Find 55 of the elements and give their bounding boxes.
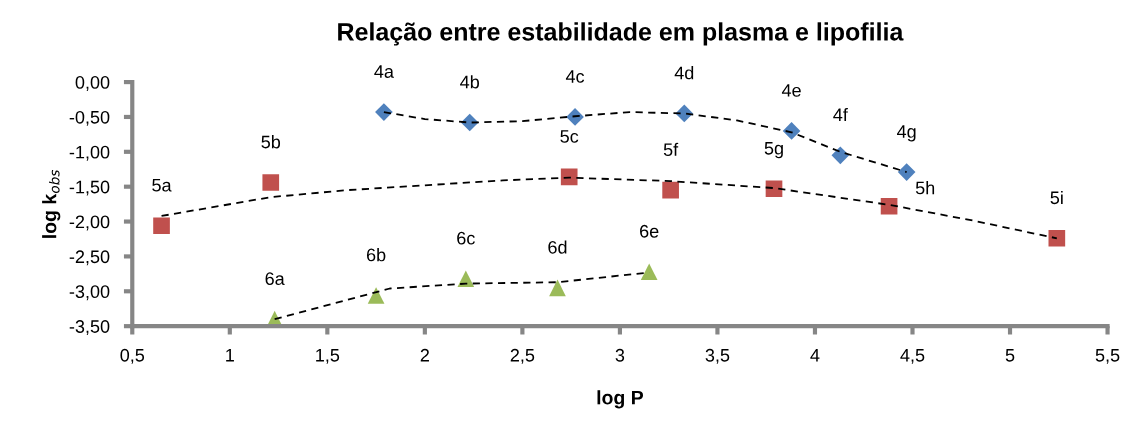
annotation: 6d xyxy=(548,240,567,254)
point xyxy=(831,146,850,165)
point xyxy=(765,180,783,198)
annotation: 6b xyxy=(366,248,386,262)
annotation: 5c xyxy=(560,130,579,143)
point xyxy=(375,103,393,121)
annotation: 4f xyxy=(833,107,848,121)
annotation: 5h xyxy=(915,181,935,195)
x-tick-label: 1 xyxy=(226,349,234,362)
y-tick-label: -3,00 xyxy=(69,285,110,301)
annotation: 5f xyxy=(663,142,679,157)
y-tick-label: -1,00 xyxy=(69,145,110,161)
point xyxy=(549,279,566,297)
annotation: 5b xyxy=(261,135,281,149)
point xyxy=(897,163,916,181)
x-tick-label: 3 xyxy=(615,348,625,362)
annotation: 4e xyxy=(781,84,801,97)
chart-title: Relação entre estabilidade em plasma e lipofilia xyxy=(338,22,904,46)
x-tick-label: 4 xyxy=(810,349,820,362)
x-axis-title: log P xyxy=(597,390,644,409)
point xyxy=(367,287,385,304)
y-tick-label: -2,50 xyxy=(69,250,110,266)
annotation: 5a xyxy=(152,179,172,192)
y-axis-title: log k$_{obs}$ xyxy=(42,169,61,238)
y-tick-label: 0,00 xyxy=(75,76,110,91)
point xyxy=(153,217,170,235)
x-tick-label: 0,5 xyxy=(120,348,145,364)
point xyxy=(782,122,801,140)
x-tick-label: 4,5 xyxy=(900,349,925,364)
y-tick-label: -3,50 xyxy=(69,320,110,336)
annotation: 5g xyxy=(764,142,783,159)
point xyxy=(662,181,679,199)
annotation: 6c xyxy=(457,231,475,245)
annotation: 6a xyxy=(265,272,285,286)
x-tick-label: 2,5 xyxy=(510,348,535,364)
point xyxy=(640,263,658,281)
annotation: 5i xyxy=(1050,190,1063,205)
x-tick-label: 2 xyxy=(420,348,429,362)
annotation: 6e xyxy=(640,224,659,238)
annotation: 4c xyxy=(565,70,585,83)
x-tick-label: 1,5 xyxy=(316,349,340,364)
point xyxy=(262,174,280,191)
x-tick-label: 5,5 xyxy=(1095,349,1120,364)
y-tick-label: -2,00 xyxy=(69,215,110,231)
point xyxy=(560,168,578,186)
point xyxy=(880,197,898,215)
y-tick-label: -0,50 xyxy=(69,110,110,126)
point xyxy=(1048,229,1066,247)
annotation: 4b xyxy=(460,75,480,89)
x-tick-label: 3,5 xyxy=(705,348,730,364)
y-tick-label: -1,50 xyxy=(69,180,110,196)
x-tick-label: 5 xyxy=(1005,349,1015,362)
annotation: 4a xyxy=(374,65,394,78)
annotation: 4d xyxy=(674,66,694,80)
annotation: 4g xyxy=(897,125,916,142)
